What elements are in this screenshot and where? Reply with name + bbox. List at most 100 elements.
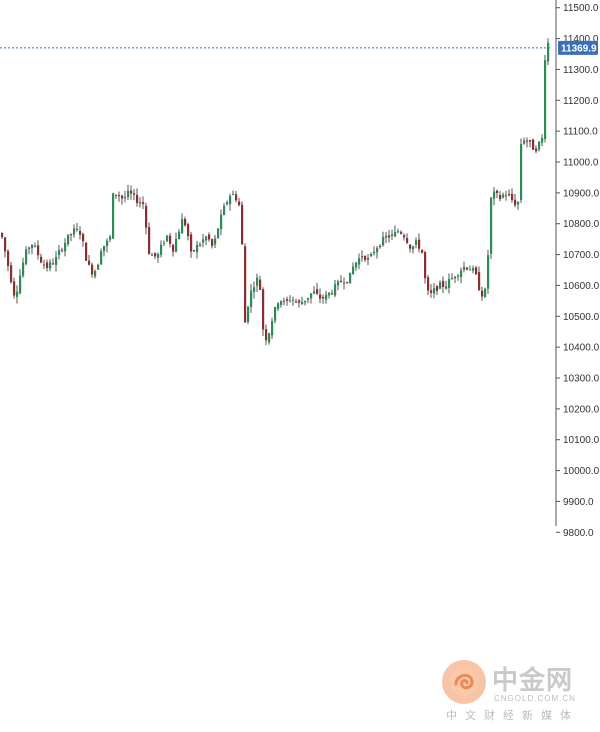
candle-body (235, 194, 238, 201)
candle-body (103, 245, 106, 252)
candle-body (469, 269, 472, 271)
candle-body (421, 249, 424, 253)
candle-body (277, 303, 280, 309)
candle-body (382, 236, 385, 246)
candle-body (442, 280, 445, 287)
y-axis-ticks: 11500.0 11400.0 11300.0 11200.0 11100.0 11000… (556, 3, 600, 539)
candle-body (301, 301, 304, 305)
candle-body (388, 235, 391, 238)
candle-body (394, 232, 397, 237)
candle-body (427, 277, 430, 291)
candle-body (439, 282, 442, 289)
y-tick-label: 10800.0 (563, 219, 600, 230)
candle-body (214, 238, 217, 245)
candle-body (304, 300, 307, 303)
candle-body (499, 195, 502, 200)
candle-body (466, 267, 469, 270)
candle-body (226, 202, 229, 205)
candle-body (220, 214, 223, 230)
candle-body (508, 194, 511, 196)
candle-body (43, 264, 46, 266)
cngold-logo-icon (442, 660, 486, 704)
candle-body (418, 239, 421, 249)
candle-body (514, 199, 517, 206)
candle-body (79, 230, 82, 235)
candle-body (208, 234, 211, 240)
candle-body (184, 218, 187, 226)
candle-body (232, 194, 235, 196)
candle-body (121, 195, 124, 199)
candle-body (379, 246, 382, 248)
candle-body (34, 245, 37, 247)
candle-body (412, 246, 415, 250)
candle-body (70, 234, 73, 236)
candle-body (472, 268, 475, 271)
candle-body (409, 244, 412, 249)
candle-body (367, 257, 370, 260)
candle-body (391, 234, 394, 236)
candle-body (109, 236, 112, 240)
candle-body (88, 260, 91, 265)
candle-body (118, 195, 121, 197)
candle-body (424, 252, 427, 279)
candle-body (298, 300, 301, 303)
candle-body (520, 144, 523, 201)
candle-body (151, 254, 154, 256)
candle-body (283, 300, 286, 302)
candle-body (322, 296, 325, 299)
candle-body (403, 235, 406, 238)
y-tick-label: 11200.0 (563, 96, 599, 107)
candle-body (211, 239, 214, 246)
candle-body (295, 301, 298, 303)
candle-body (481, 290, 484, 297)
candle-body (286, 299, 289, 301)
candle-body (241, 204, 244, 245)
candle-body (67, 234, 70, 244)
candle-body (340, 280, 343, 283)
candle-body (199, 244, 202, 246)
candle-body (349, 272, 352, 284)
candle-body (7, 251, 10, 266)
candle-body (94, 270, 97, 277)
candle-body (268, 333, 271, 343)
y-tick-label: 11400.0 (563, 34, 599, 45)
candle-body (58, 250, 61, 256)
candle-body (238, 201, 241, 206)
candle-body (430, 290, 433, 293)
candle-body (10, 265, 13, 283)
candle-body (46, 262, 49, 269)
candle-body (385, 235, 388, 238)
candle-body (397, 231, 400, 233)
candle-body (451, 277, 454, 280)
candle-body (112, 193, 115, 239)
candle-body (31, 244, 34, 249)
candle-body (448, 278, 451, 288)
candle-body (502, 194, 505, 198)
candle-body (1, 233, 4, 238)
candle-body (463, 266, 466, 271)
candle-body (61, 249, 64, 251)
watermark-logo-text: 中金网 (492, 666, 574, 696)
candle-body (361, 256, 364, 258)
candle-body (148, 227, 151, 254)
candle-body (76, 228, 79, 231)
candle-body (193, 250, 196, 252)
candle-body (163, 242, 166, 244)
candle-body (493, 191, 496, 199)
candle-body (217, 228, 220, 239)
candle-body (64, 242, 67, 252)
candle-body (454, 276, 457, 278)
candle-body (4, 237, 7, 252)
candle-body (22, 262, 25, 276)
candle-body (205, 236, 208, 241)
y-tick-label: 10700.0 (563, 250, 600, 261)
candle-body (292, 299, 295, 301)
candle-body (373, 251, 376, 254)
y-tick-label: 9800.0 (563, 528, 594, 539)
y-tick-label: 11300.0 (563, 65, 599, 76)
candle-body (289, 300, 292, 302)
candle-body (529, 140, 532, 142)
candle-body (436, 285, 439, 291)
watermark-tagline: 中文财经新媒体 (446, 709, 579, 722)
